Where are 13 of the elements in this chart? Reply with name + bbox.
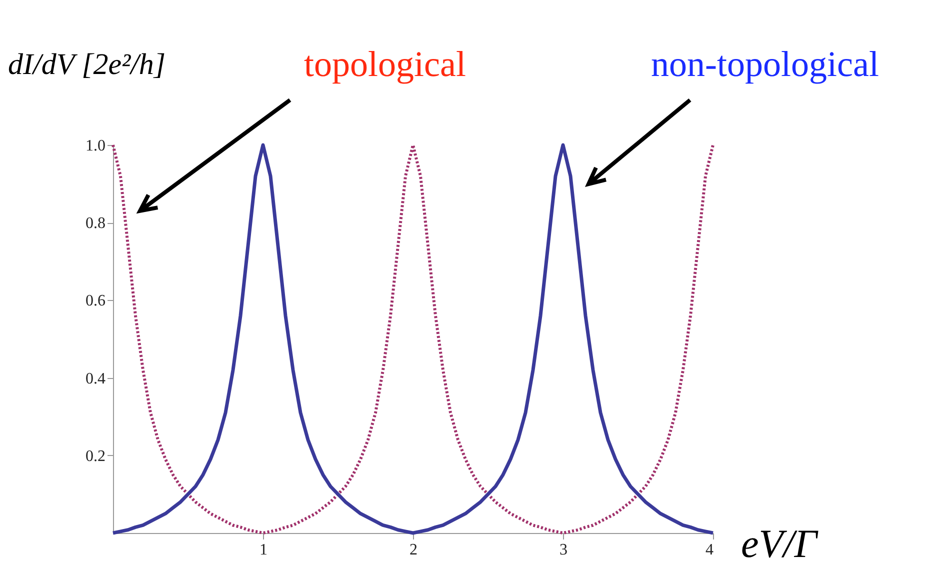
x-tick-label: 3 <box>560 542 568 558</box>
y-tick-label: 0.4 <box>86 370 106 388</box>
y-tick-label: 0.6 <box>86 292 106 310</box>
y-tick-label: 0.2 <box>86 448 106 465</box>
text: non-topological <box>651 44 879 84</box>
y-axis-title: dI/dV [2e²/h] <box>8 48 166 81</box>
x-tick-label: 4 <box>706 542 714 558</box>
x-tick-label: 1 <box>260 542 268 558</box>
y-tick-label: 1.0 <box>86 138 106 154</box>
y-tick-label: 0.8 <box>86 215 106 232</box>
text: topological <box>304 44 466 84</box>
x-tick-label: 2 <box>410 542 418 558</box>
x-axis-title: eV/Γ <box>741 521 820 566</box>
